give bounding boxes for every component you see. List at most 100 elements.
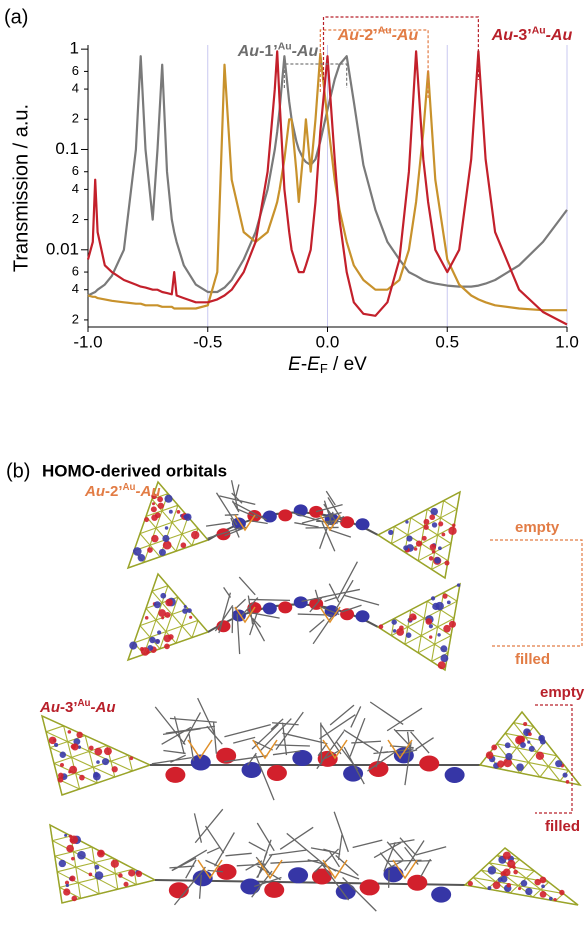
orbital-lobe [110,859,119,868]
orbital-lobe [96,849,105,858]
orbital-lobe [158,548,166,556]
orbital-lobe [504,742,511,749]
ligand-scaffold [151,697,223,765]
orbital-lobe [403,545,409,551]
ligand-scaffold [322,859,348,880]
orbital-lobe [432,602,440,611]
structure-label-part: Au [78,697,91,708]
x-tick-label: -0.5 [193,332,222,351]
orbital-lobe [132,547,142,556]
orbital-lobe [59,762,64,767]
orbital-lobe [262,510,277,523]
orbital-lobe [54,742,59,748]
orbital-lobe [153,601,161,609]
orbital-lobe [154,638,161,644]
orbital-lobe [76,731,83,739]
orbital-lobe [515,735,524,745]
y-tick-label: 2 [72,311,79,326]
orbital-lobe [164,526,169,530]
orbital-lobe [164,643,170,650]
y-tick-label: 6 [72,163,79,178]
y-tick-label: 6 [72,63,79,78]
orbital-lobe [421,535,427,541]
orbital-lobe [57,776,64,783]
orbital-lobe [528,732,532,737]
orbital-lobe [452,523,456,528]
gold-cluster-outline [478,710,582,787]
orbital-lobe [151,493,157,500]
orbital-lobe [555,760,563,768]
ligand-scaffold [286,811,383,912]
y-tick-label: 0.1 [55,139,79,158]
orbital-lobe [163,634,172,643]
orbital-lobe [412,615,417,620]
x-tick-label: -1.0 [73,332,102,351]
orbital-lobe [278,509,293,522]
series-label: Au-2’Au-Au [337,25,419,44]
orbital-lobe [278,601,293,614]
x-axis-label-part: / eV [328,354,367,375]
ligand-scaffold [214,576,291,655]
ligand-scaffold [322,739,348,760]
orbital-lobe [512,865,516,869]
ligand-scaffold [367,701,434,786]
series-label: Au-1’Au-Au [237,41,319,60]
bracket [319,29,429,98]
orbital-lobe [292,750,313,767]
orbital-lobe [64,880,70,885]
orbital-lobe [151,534,159,543]
orbital-lobe [340,516,355,529]
orbital-lobe [443,624,451,633]
orbital-lobe [405,520,409,524]
orbital-lobe [428,556,434,561]
y-tick-label: 0.01 [46,239,79,258]
orbital-lobe [264,881,285,898]
orbital-lobe [111,766,118,773]
orbital-lobe [183,514,187,519]
orbital-lobe [73,738,81,746]
orbital-lobe [441,532,446,537]
orbital-lobe [539,876,547,884]
orbital-lobe [190,754,211,771]
orbital-lobe [562,772,568,778]
ligand-scaffold [224,711,310,801]
orbital-lobe [431,886,452,903]
orbital-lobe [430,596,436,601]
y-tick-label: 6 [72,263,79,278]
orbital-lobe [553,898,557,902]
state-label: empty [540,684,585,701]
orbital-lobe [164,611,171,618]
panel-label: (a) [4,6,28,28]
x-tick-label: 1.0 [555,332,579,351]
orbital-lobe [65,883,69,888]
series-label-part: Au [237,43,260,60]
orbital-lobe [135,870,143,878]
x-axis-label-part: F [320,361,328,376]
orbital-lobe [539,890,547,898]
orbital-lobe [140,647,150,656]
orbital-lobe [157,502,164,509]
orbital-lobe [535,751,545,760]
orbital-lobe [311,868,332,885]
gold-cluster-outline [40,714,153,796]
orbital-lobe [428,635,433,639]
orbital-lobe [444,560,450,566]
ligand-scaffold [197,859,223,880]
orbital-lobe [70,743,76,750]
orbital-lobe [88,745,94,751]
series-label: Au-3’Au-Au [491,25,573,44]
orbital-lobe [288,867,309,884]
orbital-lobe [94,871,104,880]
orbital-lobe [503,758,513,768]
orbital-lobe [293,596,308,609]
orbital-lobe [428,624,433,629]
orbital-lobe [64,833,68,837]
state-label: empty [515,519,560,536]
series-label-part: Au [378,25,392,36]
orbital-lobe [79,774,85,781]
orbital-lobe [144,517,150,523]
y-tick-label: 2 [72,211,79,226]
orbital-lobe [262,602,277,615]
orbital-lobe [430,507,438,516]
